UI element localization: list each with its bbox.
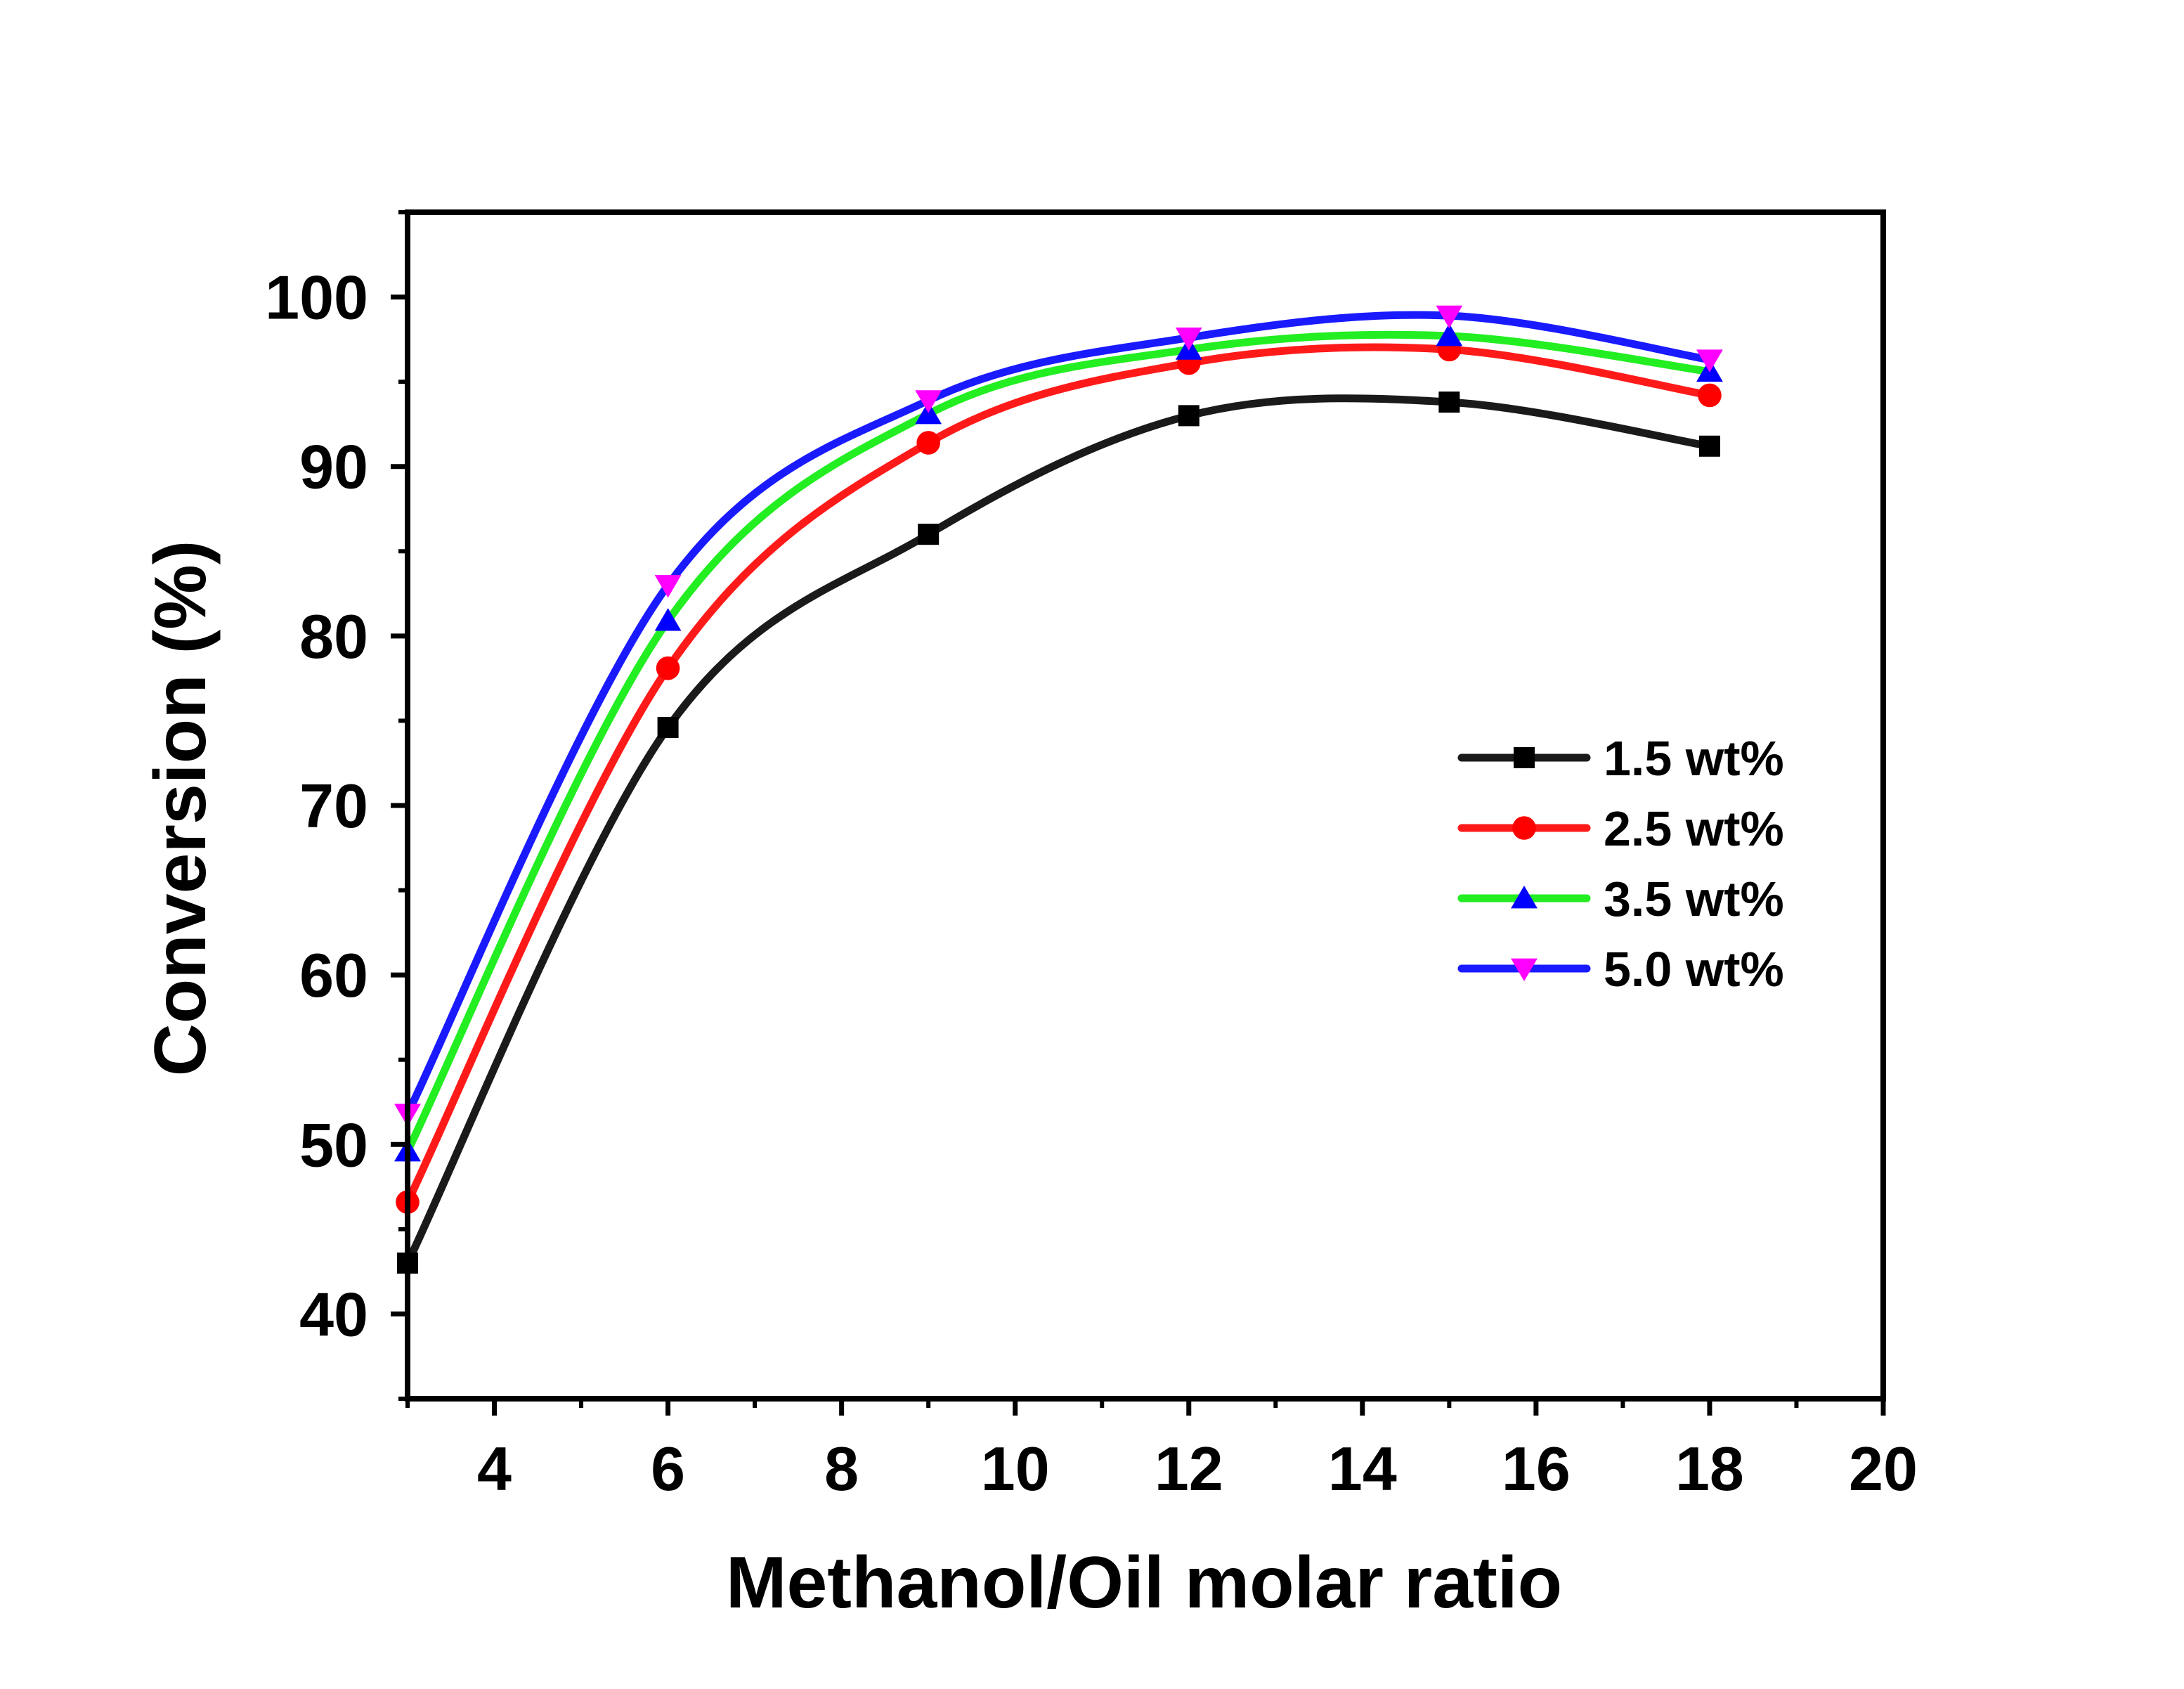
data-point-s1-6 <box>1698 435 1720 457</box>
x-tick-label: 4 <box>477 1434 512 1503</box>
y-tick-label: 90 <box>299 432 368 502</box>
data-point-s2-2 <box>656 656 680 680</box>
legend-marker-1 <box>1514 747 1535 768</box>
y-tick-label: 50 <box>299 1110 368 1179</box>
y-tick-label: 70 <box>299 771 368 841</box>
y-tick-label: 40 <box>299 1279 368 1349</box>
y-tick-label: 60 <box>299 940 368 1010</box>
x-tick-label: 10 <box>981 1434 1050 1503</box>
legend-label-1: 1.5 wt% <box>1604 731 1784 786</box>
x-axis-title: Methanol/Oil molar ratio <box>726 1542 1562 1624</box>
data-point-s4-2 <box>654 575 682 598</box>
legend-marker-2 <box>1512 816 1536 840</box>
data-point-s4-6 <box>1696 349 1723 373</box>
data-point-s3-5 <box>1436 323 1463 347</box>
data-point-s4-3 <box>915 390 942 413</box>
data-point-s2-3 <box>916 431 940 455</box>
legend-label-2: 2.5 wt% <box>1604 801 1784 856</box>
x-tick-label: 16 <box>1502 1434 1571 1503</box>
series-line-4 <box>403 311 1714 1118</box>
legend-marker-4 <box>1511 958 1538 981</box>
data-point-s4-5 <box>1436 305 1463 329</box>
x-tick-label: 20 <box>1849 1434 1918 1503</box>
data-point-s4-4 <box>1175 328 1202 351</box>
legend-label-3: 3.5 wt% <box>1604 872 1784 926</box>
data-point-s1-3 <box>918 524 940 545</box>
x-tick-label: 8 <box>824 1434 859 1503</box>
legend-label-4: 5.0 wt% <box>1604 942 1784 997</box>
plot-area <box>394 305 1723 1274</box>
x-tick-label: 6 <box>651 1434 685 1503</box>
legend-marker-3 <box>1511 886 1538 909</box>
legend: 1.5 wt% 2.5 wt% 3.5 wt% 5.0 wt% <box>1457 731 1784 997</box>
x-tick-label: 18 <box>1675 1434 1744 1503</box>
data-point-s1-4 <box>1178 405 1200 427</box>
y-axis-title: Conversion (%) <box>140 541 221 1077</box>
data-point-s2-6 <box>1698 383 1722 408</box>
data-point-s1-2 <box>657 717 679 739</box>
y-tick-label: 80 <box>299 602 368 671</box>
y-tick-label: 100 <box>265 263 368 332</box>
data-point-s3-2 <box>654 608 682 631</box>
x-tick-label: 12 <box>1155 1434 1223 1503</box>
x-tick-label: 14 <box>1328 1434 1397 1503</box>
data-point-s1-5 <box>1438 391 1460 413</box>
axes: 4 6 8 10 12 14 16 18 20 40 50 60 70 80 90 100 <box>265 209 1918 1503</box>
